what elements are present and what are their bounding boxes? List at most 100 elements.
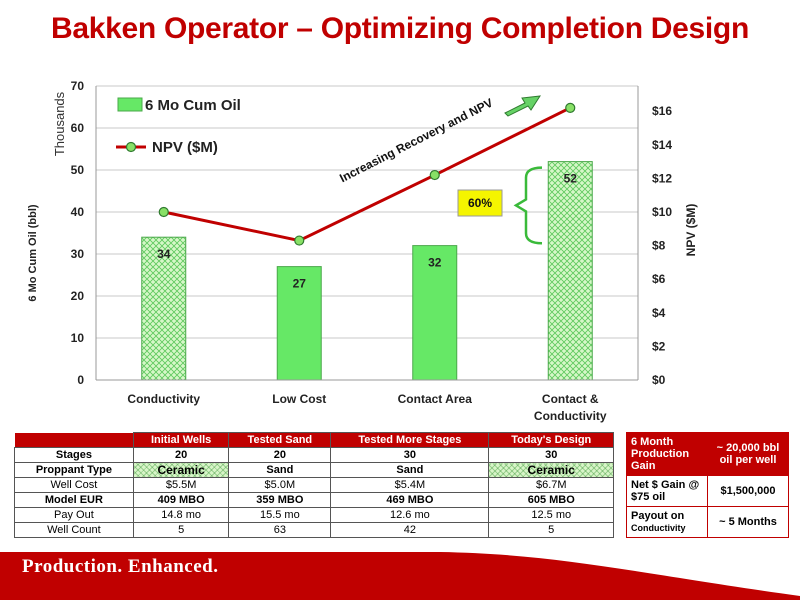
y-right-tick-label: $0 xyxy=(652,373,666,387)
bar-data-label: 27 xyxy=(293,277,307,291)
footer-swoosh xyxy=(0,552,800,600)
y-left-tick-label: 30 xyxy=(71,247,85,261)
y-right-tick-label: $14 xyxy=(652,138,672,152)
table-cell: 30 xyxy=(488,447,614,463)
table-row: Well Count 5 63 42 5 xyxy=(14,522,614,538)
table-cell: 5 xyxy=(132,522,230,538)
y-right-tick-label: $12 xyxy=(652,171,672,185)
bar xyxy=(141,236,187,381)
x-category-label: Low Cost xyxy=(272,392,326,406)
row-label: Well Count xyxy=(14,522,134,538)
increase-callout-label: 60% xyxy=(468,196,492,210)
payout-row: Payout on Conductivity ~ 5 Months xyxy=(626,506,789,538)
y-right-tick-label: $8 xyxy=(652,239,666,253)
y-left-unit-label: Thousands xyxy=(52,91,67,156)
table-cell: $6.7M xyxy=(488,477,614,493)
table-cell: 605 MBO xyxy=(488,492,614,508)
table-cell: 12.6 mo xyxy=(330,507,490,523)
y-left-tick-label: 70 xyxy=(71,79,85,93)
legend-label-line: NPV ($M) xyxy=(152,139,218,156)
table-cell: Ceramic xyxy=(488,462,614,478)
row-label: Well Cost xyxy=(14,477,134,493)
table-cell: 42 xyxy=(330,522,490,538)
y-left-tick-label: 10 xyxy=(71,331,85,345)
gain-summary-table: 6 Month Production Gain ~ 20,000 bbl oil… xyxy=(626,432,789,538)
npv-point xyxy=(294,235,305,246)
y-left-axis-title: 6 Mo Cum Oil (bbl) xyxy=(27,204,39,301)
bar xyxy=(547,161,593,381)
table-cell: Ceramic xyxy=(132,462,230,478)
x-category-label: Conductivity xyxy=(534,409,607,423)
y-left-tick-label: 20 xyxy=(71,289,85,303)
y-left-tick-label: 60 xyxy=(71,121,85,135)
table-cell: 359 MBO xyxy=(228,492,332,508)
payout-label-cell: Payout on Conductivity xyxy=(626,506,708,538)
y-right-tick-label: $2 xyxy=(652,339,666,353)
table-cell: 14.8 mo xyxy=(132,507,230,523)
payout-sublabel: Conductivity xyxy=(631,523,686,533)
gain-label: 6 Month Production Gain xyxy=(626,432,708,476)
payout-value: ~ 5 Months xyxy=(707,506,789,538)
column-header: Tested Sand xyxy=(228,432,332,448)
npv-line xyxy=(163,106,571,243)
npv-point xyxy=(429,169,440,181)
table-row: Pay Out 14.8 mo 15.5 mo 12.6 mo 12.5 mo xyxy=(14,507,614,523)
table-row: Model EUR 409 MBO 359 MBO 469 MBO 605 MB… xyxy=(14,492,614,508)
legend-swatch-bar xyxy=(117,97,143,112)
trend-annotation: Increasing Recovery and NPV xyxy=(337,96,495,186)
footer-band xyxy=(0,552,800,600)
table-cell: 5 xyxy=(488,522,614,538)
trend-arrow-icon xyxy=(504,95,541,117)
table-cell: 15.5 mo xyxy=(228,507,332,523)
payout-label: Payout on xyxy=(631,510,685,522)
legend-label-bar: 6 Mo Cum Oil xyxy=(145,97,241,114)
net-gain-row: Net $ Gain @ $75 oil $1,500,000 xyxy=(626,475,789,507)
footer-tagline: Production. Enhanced. xyxy=(22,556,219,577)
column-header: Initial Wells xyxy=(132,432,230,448)
x-category-label: Contact & xyxy=(542,392,599,406)
npv-point xyxy=(158,206,169,218)
column-header: Tested More Stages xyxy=(330,432,490,448)
y-right-axis-title: NPV ($M) xyxy=(684,204,698,257)
increase-bracket xyxy=(513,166,543,245)
column-header: Today's Design xyxy=(488,432,614,448)
bar xyxy=(276,266,322,381)
table-cell: $5.0M xyxy=(228,477,332,493)
increase-callout-box xyxy=(457,189,503,217)
completion-table: Initial Wells Tested Sand Tested More St… xyxy=(14,432,614,538)
y-right-tick-label: $16 xyxy=(652,104,672,118)
npv-point xyxy=(565,102,576,113)
table-row: Stages 20 20 30 30 xyxy=(14,447,614,463)
row-label: Pay Out xyxy=(14,507,134,523)
table-cell: 63 xyxy=(228,522,332,538)
completion-chart: 34 27 32 52 0 10 20 30 40 50 60 70 $0 $2 $4 $6 $8 $10 $12… xyxy=(27,79,698,423)
table-cell: 20 xyxy=(132,447,230,463)
gain-value: ~ 20,000 bbl oil per well xyxy=(707,432,789,476)
net-gain-value: $1,500,000 xyxy=(707,475,789,507)
row-label: Stages xyxy=(14,447,134,463)
table-cell: 12.5 mo xyxy=(488,507,614,523)
row-label: Model EUR xyxy=(14,492,134,508)
y-left-tick-label: 50 xyxy=(71,163,85,177)
row-label: Proppant Type xyxy=(14,462,134,478)
bar-data-label: 34 xyxy=(157,247,171,261)
table-row: Proppant Type Ceramic Sand Sand Ceramic xyxy=(14,462,614,478)
table-cell: 30 xyxy=(330,447,490,463)
table-corner xyxy=(14,432,134,448)
table-cell: 20 xyxy=(228,447,332,463)
x-category-label: Conductivity xyxy=(127,392,200,406)
table-cell: 469 MBO xyxy=(330,492,490,508)
gain-row: 6 Month Production Gain ~ 20,000 bbl oil… xyxy=(626,432,789,476)
table-header-row: Initial Wells Tested Sand Tested More St… xyxy=(14,432,614,448)
table-cell: $5.5M xyxy=(132,477,230,493)
legend-swatch-marker xyxy=(125,141,137,153)
page-title: Bakken Operator – Optimizing Completion … xyxy=(51,12,749,45)
y-left-tick-label: 40 xyxy=(71,205,85,219)
table-cell: $5.4M xyxy=(330,477,490,493)
net-gain-label: Net $ Gain @ $75 oil xyxy=(626,475,708,507)
table-cell: Sand xyxy=(228,462,332,478)
y-right-tick-label: $6 xyxy=(652,272,666,286)
table-cell: Sand xyxy=(330,462,490,478)
y-right-tick-label: $10 xyxy=(652,205,672,219)
y-left-tick-label: 0 xyxy=(77,373,84,387)
